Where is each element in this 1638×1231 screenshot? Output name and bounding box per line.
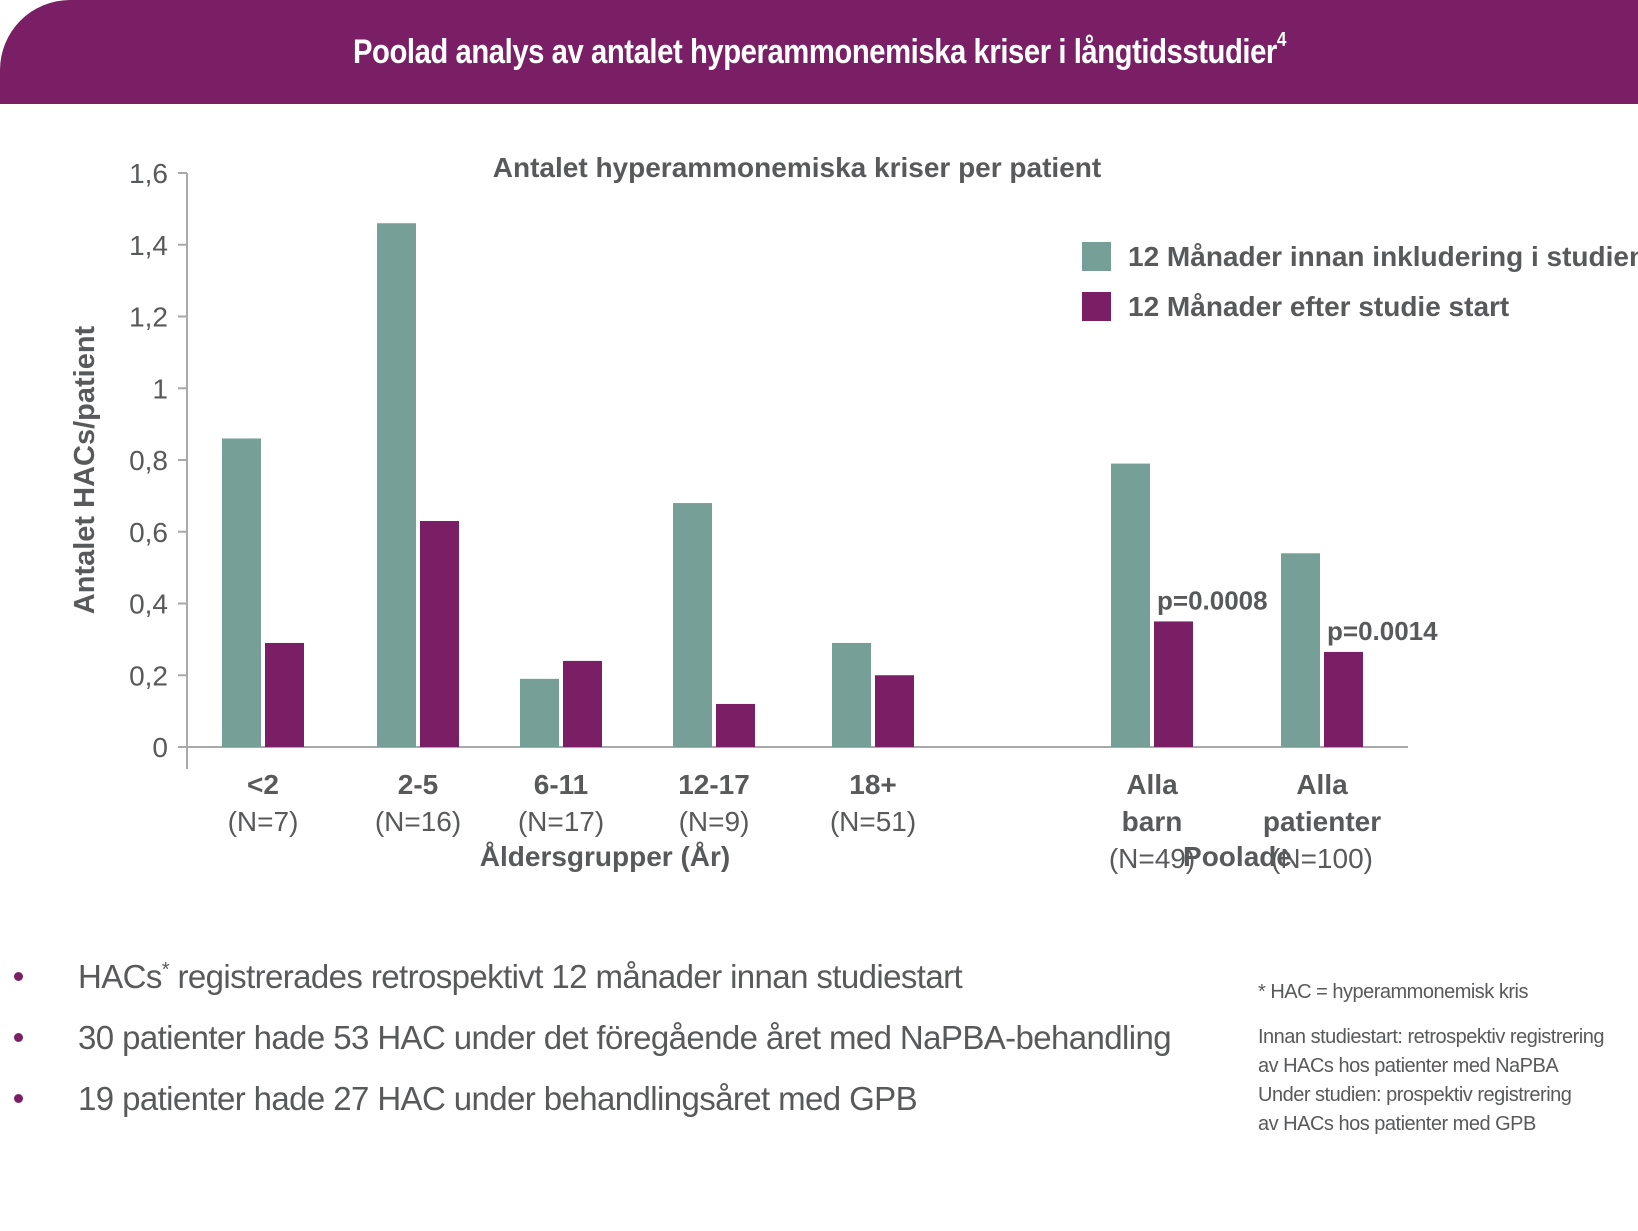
x-tick-label: barn — [1122, 806, 1183, 837]
y-tick-label: 1,4 — [129, 230, 168, 261]
x-tick-label: Alla — [1296, 769, 1348, 800]
y-tick-label: 1,2 — [129, 302, 168, 333]
y-axis-label: Antalet HACs/patient — [69, 325, 101, 614]
legend-label: 12 Månader innan inkludering i studien — [1128, 241, 1638, 272]
x-tick-label: (N=100) — [1271, 843, 1373, 874]
bullet-list: HACs* registrerades retrospektivt 12 mån… — [0, 958, 1230, 1141]
side-notes: * HAC = hyperammonemisk kris Innan studi… — [1258, 978, 1638, 1139]
y-tick-label: 0,6 — [129, 517, 168, 548]
footnote: * HAC = hyperammonemisk kris — [1258, 981, 1528, 1003]
bar-after — [875, 675, 914, 747]
x-tick-label: 12-17 — [678, 769, 750, 800]
x-tick-label: (N=7) — [228, 806, 299, 837]
y-tick-label: 0,4 — [129, 589, 168, 620]
bar-after — [1154, 621, 1193, 747]
legend-label: 12 Månader efter studie start — [1128, 291, 1509, 322]
bar-before — [520, 678, 559, 747]
bar-before — [1111, 463, 1150, 747]
group-labels: Åldersgrupper (År) Poolade — [480, 841, 1292, 872]
x-tick-label: (N=17) — [518, 806, 604, 837]
y-axis-ticks: 0 0,2 0,4 0,6 0,8 1 1,2 1,4 1,6 — [129, 158, 187, 763]
y-tick-label: 0,2 — [129, 660, 168, 691]
bar-chart: Antalet hyperammonemiska kriser per pati… — [69, 152, 1638, 874]
note-line: Innan studiestart: retrospektiv registre… — [1258, 1026, 1604, 1048]
group-label: Åldersgrupper (År) — [480, 841, 730, 872]
bar-series — [222, 223, 1363, 748]
x-tick-label: (N=49) — [1109, 843, 1195, 874]
reference-marker: 4 — [1276, 29, 1286, 52]
header-banner: Poolad analys av antalet hyperammonemisk… — [0, 0, 1638, 104]
p-value-label: p=0.0014 — [1327, 616, 1438, 646]
bar-after — [716, 703, 755, 747]
x-tick-label: Alla — [1126, 769, 1178, 800]
bullet-dot — [14, 1094, 23, 1103]
p-value-label: p=0.0008 — [1157, 585, 1268, 615]
legend: 12 Månader innan inkludering i studien 12… — [1082, 241, 1638, 322]
chart-title: Antalet hyperammonemiska kriser per pati… — [493, 152, 1101, 183]
bar-before — [673, 503, 712, 747]
note-line: av HACs hos patienter med GPB — [1258, 1113, 1536, 1135]
bullet-dot — [14, 1033, 23, 1042]
y-tick-label: 1 — [152, 373, 168, 404]
legend-swatch — [1082, 292, 1111, 321]
x-tick-label: 2-5 — [398, 769, 438, 800]
bullet-item: 30 patienter hade 53 HAC under det föreg… — [0, 1019, 1230, 1080]
page-title: Poolad analys av antalet hyperammonemisk… — [352, 29, 1286, 71]
bullet-item: 19 patienter hade 27 HAC under behandlin… — [0, 1080, 1230, 1141]
x-tick-label: <2 — [247, 769, 279, 800]
bar-before — [832, 642, 871, 747]
x-tick-label: (N=16) — [375, 806, 461, 837]
bar-before — [377, 223, 416, 748]
group-label: Poolade — [1183, 841, 1292, 872]
legend-swatch — [1082, 242, 1111, 271]
p-value-annotations: p=0.0008 p=0.0014 — [1157, 585, 1438, 645]
bar-before — [1281, 553, 1320, 747]
x-tick-label: 6-11 — [534, 769, 589, 800]
y-tick-label: 0 — [152, 732, 168, 763]
x-tick-label: patienter — [1263, 806, 1381, 837]
note-line: Under studien: prospektiv registrering — [1258, 1084, 1572, 1106]
x-axis-labels: <2 (N=7) 2-5 (N=16) 6-11 (N=17) 12-17 (N=9) 18+ (… — [228, 769, 1382, 874]
y-tick-label: 0,8 — [129, 445, 168, 476]
bullet-item: HACs* registrerades retrospektivt 12 mån… — [0, 958, 1230, 1019]
x-tick-label: (N=9) — [679, 806, 750, 837]
bar-after — [420, 520, 459, 747]
y-tick-label: 1,6 — [129, 158, 168, 189]
bar-after — [265, 642, 304, 747]
bar-after — [1324, 651, 1363, 747]
bullet-dot — [14, 972, 23, 981]
bar-before — [222, 438, 261, 747]
note-line: av HACs hos patienter med NaPBA — [1258, 1055, 1559, 1077]
bar-after — [563, 660, 602, 747]
x-tick-label: (N=51) — [830, 806, 916, 837]
x-tick-label: 18+ — [849, 769, 897, 800]
